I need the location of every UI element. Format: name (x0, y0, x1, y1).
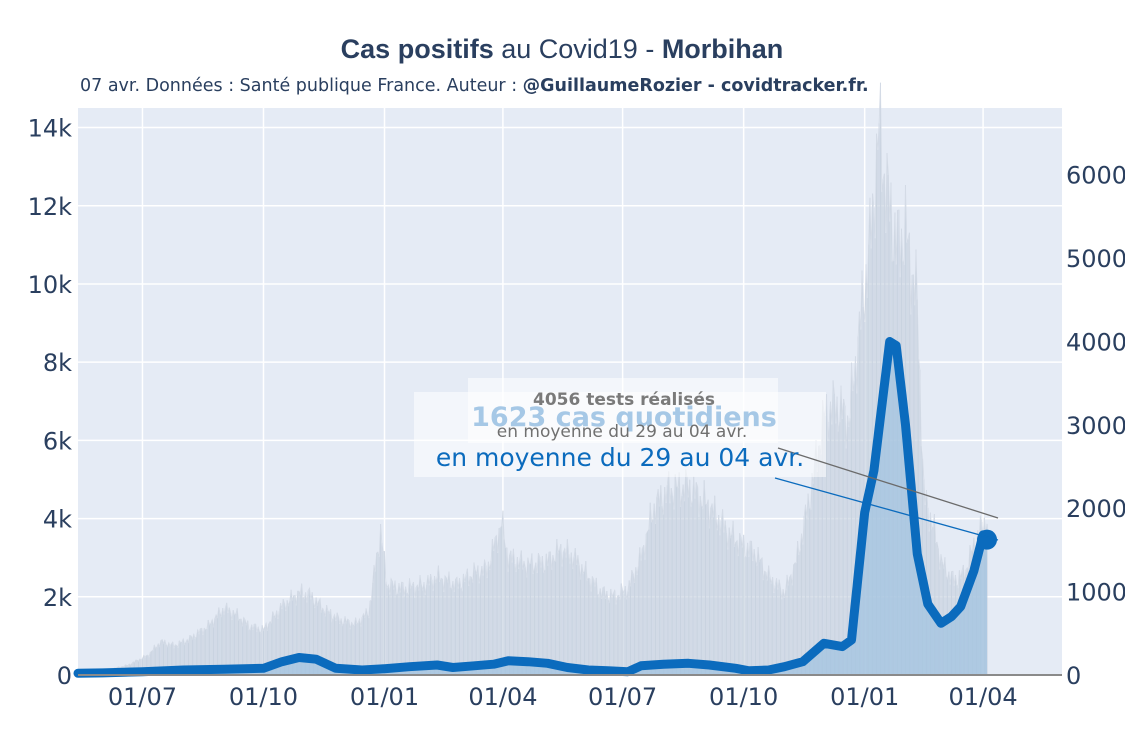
x-tick-label: 01/07 (588, 683, 657, 711)
y-axis-left: 0 2k 4k 6k 8k 10k 12k 14k (28, 115, 73, 690)
y-left-tick-label: 2k (43, 584, 72, 612)
tests-outline (77, 82, 988, 674)
tests-annotation-subtitle: en moyenne du 29 au 04 avr. (497, 422, 747, 442)
cases-annotation-subtitle: en moyenne du 29 au 04 avr. (436, 443, 804, 472)
x-axis: 01/07 01/10 01/01 01/04 01/07 01/10 01/01 01/04 (108, 683, 1018, 711)
x-tick-label: 01/04 (468, 683, 537, 711)
y-right-tick-label: 4000 (1066, 328, 1125, 356)
x-tick-label: 01/01 (350, 683, 419, 711)
tests-annotation-arrow (777, 447, 999, 519)
y-right-tick-label: 1000 (1066, 579, 1125, 607)
subtitle-source: 07 avr. Données : Santé publique France.… (80, 76, 523, 96)
y-left-tick-label: 10k (28, 271, 73, 299)
x-tick-label: 01/07 (108, 683, 177, 711)
cases-line (73, 337, 992, 678)
y-axis-right: 0 1000 2000 3000 4000 5000 6000 (1066, 162, 1125, 690)
y-left-tick-label: 14k (28, 115, 73, 143)
y-right-tick-label: 6000 (1066, 162, 1125, 190)
title-part-1: Cas positifs (341, 34, 494, 64)
y-right-tick-label: 5000 (1066, 245, 1125, 273)
title-part-3: Morbihan (662, 34, 784, 64)
y-right-tick-label: 2000 (1066, 495, 1125, 523)
chart-title: Cas positifs au Covid19 - Morbihan (341, 34, 784, 64)
cases-annotation-title: 1623 cas quotidiens (471, 402, 777, 433)
y-left-tick-label: 12k (28, 193, 73, 221)
tests-annotation-title: 4056 tests réalisés (533, 390, 715, 410)
cases-annotation-arrow (774, 477, 999, 541)
cases-last-point (977, 529, 998, 550)
y-left-tick-label: 8k (43, 349, 72, 377)
chart-subtitle: 07 avr. Données : Santé publique France.… (80, 76, 869, 96)
y-right-tick-label: 3000 (1066, 412, 1125, 440)
x-tick-label: 01/10 (709, 683, 778, 711)
title-part-2: au Covid19 - (494, 34, 662, 64)
y-left-tick-label: 0 (57, 662, 72, 690)
y-left-tick-label: 6k (43, 427, 72, 455)
x-tick-label: 01/10 (229, 683, 298, 711)
cases-annotation-box (414, 392, 826, 477)
x-tick-label: 01/04 (948, 683, 1017, 711)
x-tick-label: 01/01 (830, 683, 899, 711)
cases-series (73, 337, 998, 678)
y-right-tick-label: 0 (1066, 662, 1081, 690)
subtitle-author: @GuillaumeRozier - covidtracker.fr. (523, 76, 869, 96)
y-left-tick-label: 4k (43, 506, 72, 534)
